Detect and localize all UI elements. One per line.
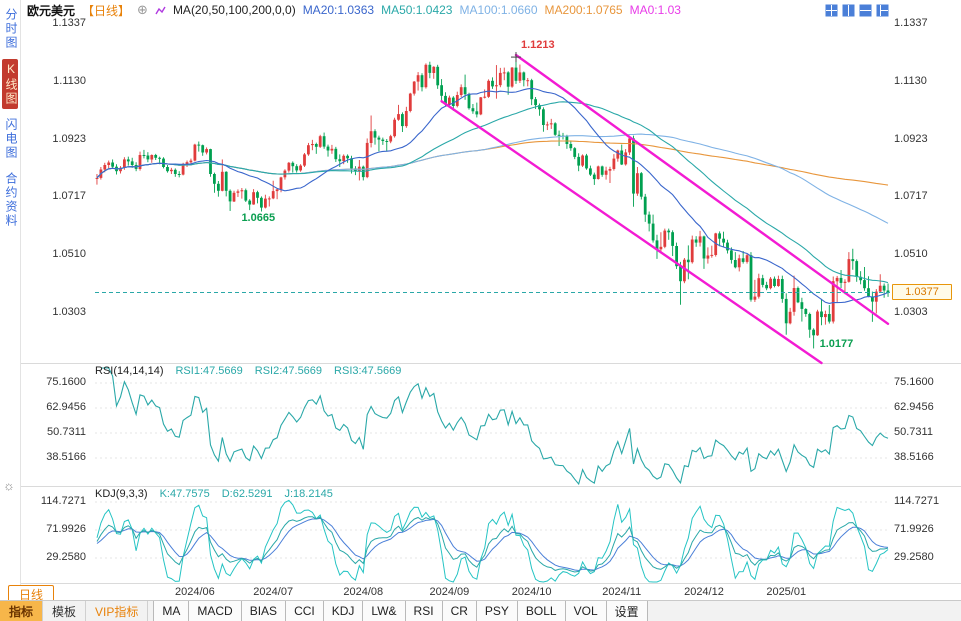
- kdj-k-value: K:47.7575: [159, 488, 210, 500]
- rsi-line: [100, 367, 889, 486]
- indicator-button-vol[interactable]: VOL: [565, 601, 607, 621]
- indicator-button-kdj[interactable]: KDJ: [323, 601, 364, 621]
- tab-indicators[interactable]: 指标: [0, 601, 44, 621]
- chart-canvas[interactable]: [0, 0, 961, 601]
- period-daily-selector[interactable]: 日线: [8, 585, 55, 604]
- rsi1-value: RSI1:47.5669: [175, 365, 243, 377]
- indicator-button-boll[interactable]: BOLL: [517, 601, 566, 621]
- rsi-title: RSI(14,14,14): [95, 365, 164, 377]
- chart-header: 欧元美元 【日线】 ⊕ MA(20,50,100,200,0,0) MA20:1…: [20, 0, 961, 20]
- window-layout-icons: [825, 4, 889, 17]
- indicator-button-macd[interactable]: MACD: [189, 601, 242, 621]
- ma-indicator-icon: [155, 5, 166, 16]
- kdj-d-line: [96, 517, 889, 572]
- ma200-value: MA200:1.0765: [544, 3, 623, 17]
- candles-layer: [95, 58, 890, 349]
- ma20-line: [96, 87, 889, 304]
- ma20-value: MA20:1.0363: [302, 3, 375, 17]
- tab-templates[interactable]: 模板: [43, 601, 87, 621]
- ma-params-label: MA(20,50,100,200,0,0): [172, 3, 296, 17]
- bottom-toolbar: 指标 模板 VIP指标 MA MACD BIAS CCI KDJ LW& RSI…: [0, 600, 961, 621]
- indicator-button-lwr[interactable]: LW&: [363, 601, 406, 621]
- sidebar-tab-candlestick[interactable]: K线图: [2, 59, 18, 109]
- kdj-j-value: J:18.2145: [284, 488, 333, 500]
- kdj-panel-header: KDJ(9,3,3) K:47.7575 D:62.5291 J:18.2145: [95, 488, 333, 500]
- ma0-value: MA0:1.03: [629, 3, 681, 17]
- kdj-d-value: D:62.5291: [221, 488, 273, 500]
- layout-split-icon[interactable]: [876, 4, 889, 17]
- indicator-button-psy[interactable]: PSY: [476, 601, 518, 621]
- layout-rows-icon[interactable]: [859, 4, 872, 17]
- sidebar-tab-timeline[interactable]: 分时图: [4, 8, 18, 50]
- symbol-name: 欧元美元: [27, 3, 76, 18]
- kdj-title: KDJ(9,3,3): [95, 488, 148, 500]
- tab-vip-indicators[interactable]: VIP指标: [86, 601, 149, 621]
- indicator-button-ma[interactable]: MA: [153, 601, 190, 621]
- trend-channel-line-2: [440, 99, 823, 365]
- rsi3-value: RSI3:47.5669: [334, 365, 402, 377]
- ma50-value: MA50:1.0423: [381, 3, 453, 17]
- indicator-button-cci[interactable]: CCI: [286, 601, 324, 621]
- kdj-j-line: [96, 499, 889, 583]
- add-circle-icon[interactable]: ⊕: [137, 2, 148, 17]
- indicator-button-cr[interactable]: CR: [442, 601, 477, 621]
- sidebar-tab-flash[interactable]: 闪电图: [4, 118, 18, 160]
- rsi2-value: RSI2:47.5669: [254, 365, 323, 377]
- trend-channel-line-1: [514, 53, 890, 325]
- sidebar-tab-contract-info[interactable]: 合约资料: [4, 172, 18, 228]
- rsi-panel-header: RSI(14,14,14) RSI1:47.5669 RSI2:47.5669 …: [95, 365, 401, 377]
- layout-columns-icon[interactable]: [842, 4, 855, 17]
- ma100-value: MA100:1.0660: [459, 3, 538, 17]
- kdj-k-line: [96, 516, 889, 573]
- theme-sun-icon[interactable]: ☼: [3, 478, 15, 493]
- settings-button[interactable]: 设置: [606, 601, 648, 621]
- layout-grid-icon[interactable]: [825, 4, 838, 17]
- period-tag: 【日线】: [82, 3, 131, 18]
- indicator-button-bias[interactable]: BIAS: [241, 601, 287, 621]
- ma50-line: [96, 101, 889, 284]
- left-tab-strip: 分时图 K线图 闪电图 合约资料 ☼: [0, 0, 21, 601]
- indicator-button-rsi[interactable]: RSI: [405, 601, 443, 621]
